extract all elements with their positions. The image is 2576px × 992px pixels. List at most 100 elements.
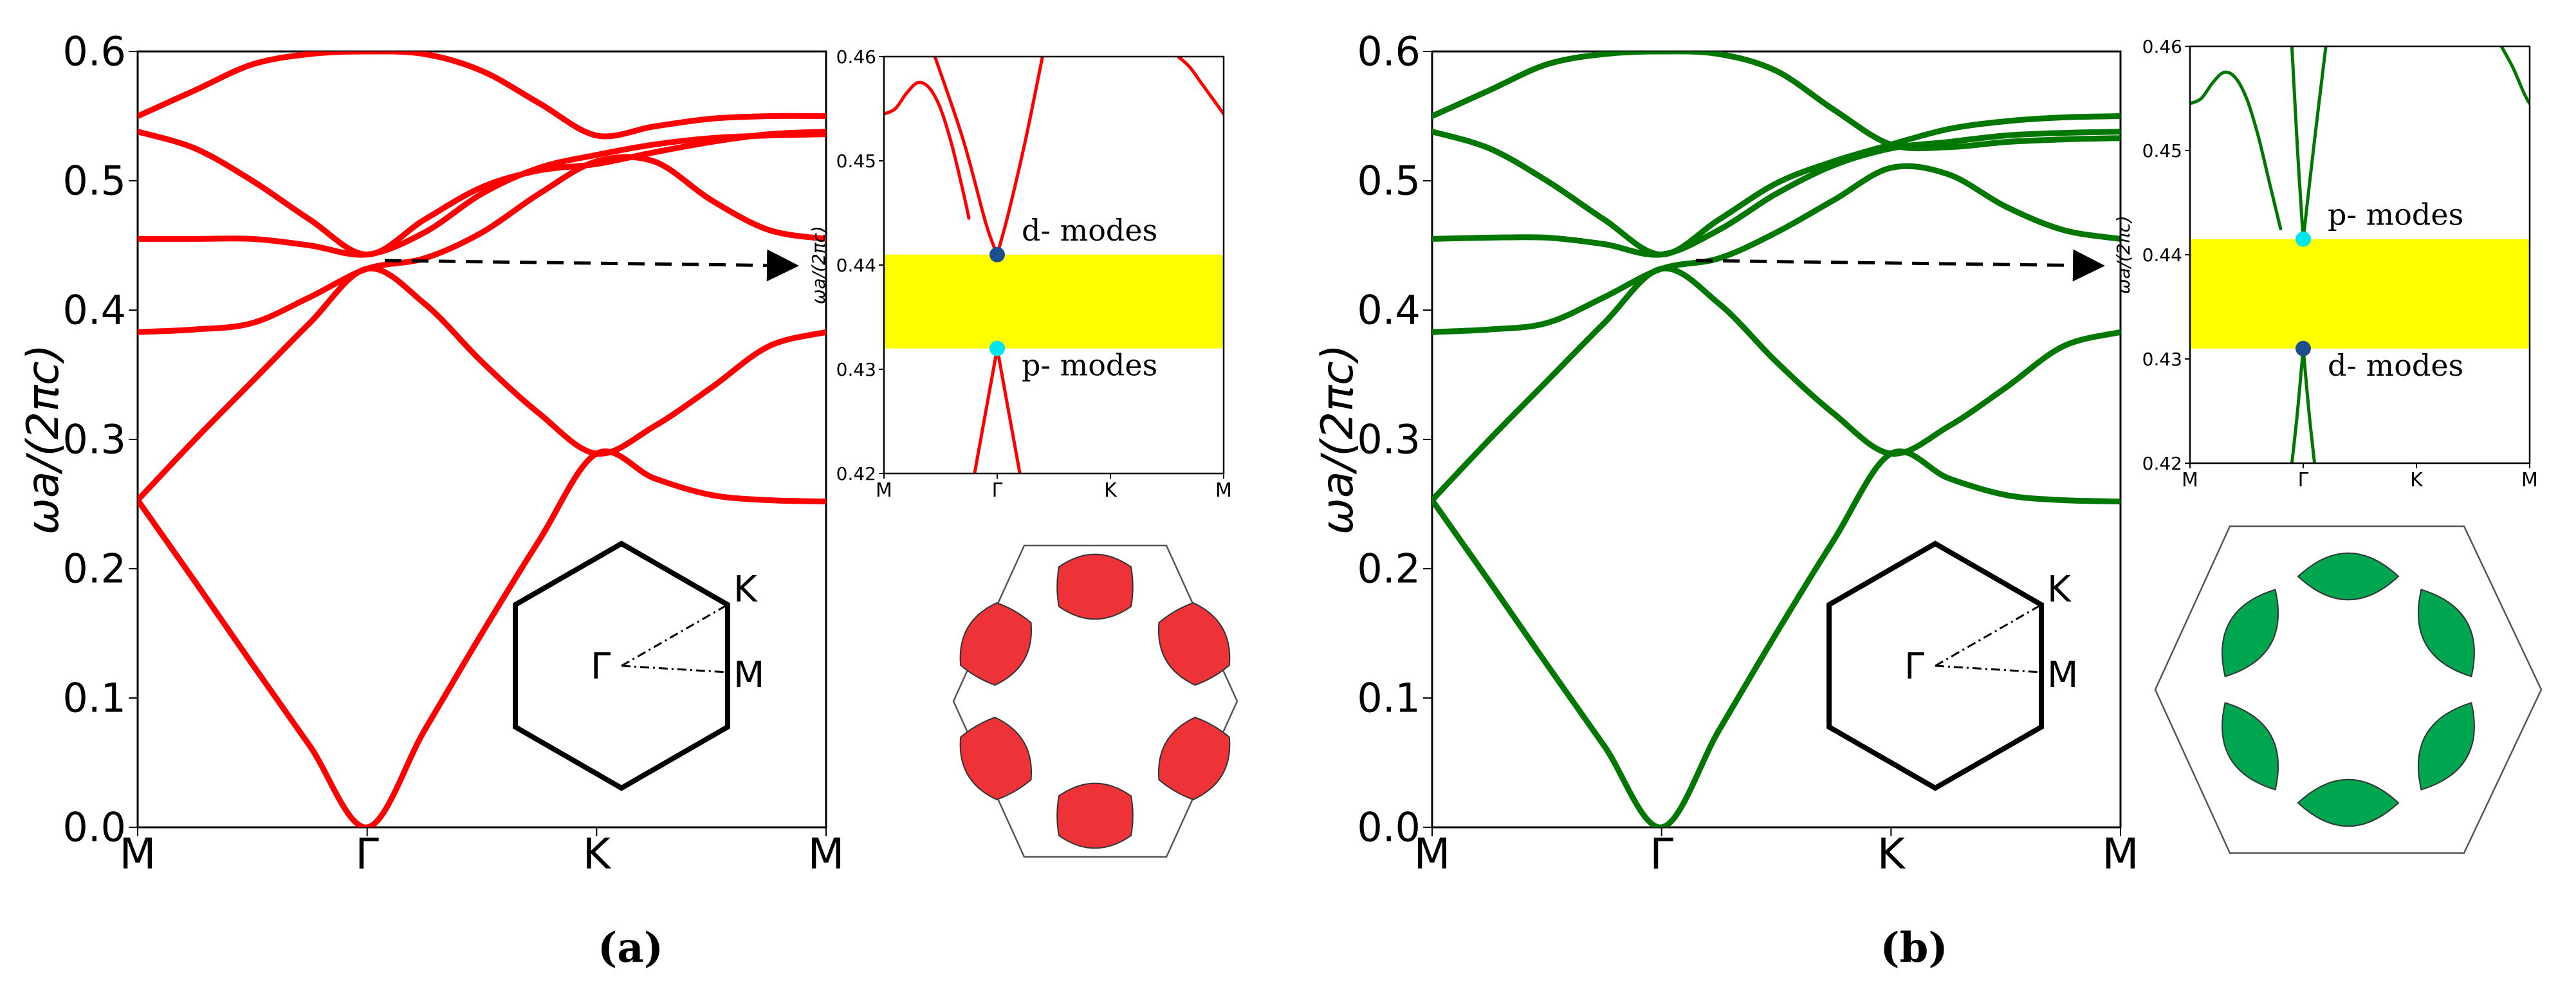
b-inset-series-6 <box>2499 46 2530 106</box>
b-inset-mode-point-2 <box>2295 340 2311 356</box>
a-inset-mode-point-1 <box>989 246 1005 262</box>
b-unit-cell-rods <box>2222 552 2475 827</box>
a-main-series-2 <box>138 265 826 503</box>
a-inset-y-tick-label: 0.42 <box>836 463 876 484</box>
panel-b: M Γ K M 0.0 0.1 0.2 0.3 0.4 0.5 0.6 ωa/(2πc) Γ K … <box>1312 28 2543 972</box>
a-bz-gamma-k-line <box>621 603 728 667</box>
b-inset-y-tick-label: 0.45 <box>2142 140 2182 161</box>
b-bz-gamma-m-line <box>1935 665 2042 674</box>
a-inset-series-1 <box>933 57 999 257</box>
b-main-series-4 <box>1432 129 2121 258</box>
a-main-series-5 <box>138 129 826 258</box>
b-main-x-tick-label: M <box>2102 829 2139 879</box>
a-unit-cell-rod <box>1157 717 1231 800</box>
a-inset-y-tick-label: 0.46 <box>836 46 876 68</box>
a-main-series-3 <box>138 154 826 335</box>
b-unit-cell-rod <box>2222 702 2279 791</box>
b-unit-cell-rod <box>2417 702 2475 791</box>
b-main-y-tick-label: 0.4 <box>1357 287 1421 334</box>
b-inset-y-tick-label: 0.43 <box>2142 349 2182 370</box>
a-main-y-tick-label: 0.2 <box>62 546 126 592</box>
b-inset-series-2 <box>2301 46 2328 241</box>
a-inset-bands <box>884 57 1224 473</box>
a-main-y-axis-label: ωa/(2πc) <box>18 344 69 535</box>
b-inset-gap-band <box>2190 239 2530 349</box>
a-inset-x-tick-label: K <box>1104 479 1118 502</box>
a-bz-gamma-label: Γ <box>591 646 611 688</box>
b-inset-series-5 <box>2190 70 2283 230</box>
a-unit-cell-rod <box>959 602 1033 686</box>
a-unit-cell <box>952 544 1238 858</box>
b-main-y-tick-label: 0.6 <box>1357 28 1421 75</box>
a-unit-cell-rod <box>1056 553 1134 620</box>
a-inset-series-5 <box>884 80 971 220</box>
b-main-chart: M Γ K M 0.0 0.1 0.2 0.3 0.4 0.5 0.6 ωa/(2πc) Γ K … <box>1312 28 2139 879</box>
b-inset-y-axis-label: ωa/(2πc) <box>2113 216 2134 294</box>
b-bz-gamma-k-line <box>1935 603 2042 667</box>
a-unit-cell-rods <box>959 553 1231 849</box>
a-inset-series-4 <box>995 347 1022 473</box>
b-inset-mode-label-2: d- modes <box>2328 348 2463 383</box>
a-inset-y-ticks: 0.42 0.43 0.44 0.45 0.46 <box>836 46 884 484</box>
a-inset-mode-points: d- modes p- modes <box>989 213 1157 383</box>
a-bz-k-label: K <box>733 569 758 611</box>
a-bz-diagram: Γ K M <box>513 540 764 791</box>
a-main-x-tick-label: M <box>808 829 845 879</box>
a-inset-x-tick-label: Γ <box>992 479 1003 502</box>
b-bz-k-label: K <box>2047 569 2072 611</box>
b-inset-x-tick-label: M <box>2182 469 2198 491</box>
b-inset-x-tick-label: Γ <box>2298 469 2309 491</box>
a-main-y-tick-label: 0.3 <box>62 416 126 463</box>
b-inset-mode-label-1: p- modes <box>2328 197 2463 232</box>
b-inset-series-3 <box>2290 347 2305 463</box>
b-unit-cell-rod <box>2417 589 2475 677</box>
b-unit-cell-hexagon <box>2154 525 2543 854</box>
b-main-x-tick-label: M <box>1414 829 1451 879</box>
panel-a: M Γ K M 0.0 0.1 0.2 0.3 0.4 0.5 0.6 ωa/(2πc) Γ K … <box>18 28 1238 972</box>
a-inset-y-tick-label: 0.45 <box>836 151 876 172</box>
a-unit-cell-rod <box>959 717 1033 800</box>
a-main-y-ticks: 0.0 0.1 0.2 0.3 0.4 0.5 0.6 <box>62 28 138 851</box>
a-inset-gap-band <box>884 254 1224 349</box>
b-main-series-1 <box>1432 448 2121 827</box>
b-inset-y-tick-label: 0.42 <box>2142 453 2182 474</box>
a-inset-y-tick-label: 0.44 <box>836 255 876 276</box>
b-inset-mode-points: p- modes d- modes <box>2295 197 2463 383</box>
b-main-bands <box>1432 51 2121 827</box>
b-main-x-tick-label: K <box>1877 829 1906 879</box>
a-inset-series-2 <box>995 57 1044 257</box>
b-unit-cell-rod <box>2297 552 2400 601</box>
b-inset-mode-point-1 <box>2295 231 2311 247</box>
a-zoom-arrow <box>384 249 799 282</box>
b-unit-cell-rod <box>2297 778 2400 827</box>
a-main-y-tick-label: 0.5 <box>62 158 126 205</box>
b-inset-y-tick-label: 0.46 <box>2142 36 2182 57</box>
b-main-y-tick-label: 0.1 <box>1357 675 1421 722</box>
a-inset-mode-label-1: d- modes <box>1022 213 1157 248</box>
b-bz-gamma-label: Γ <box>1904 646 1924 688</box>
panel-a-label: (a) <box>598 924 663 972</box>
b-main-series-6 <box>1432 51 2121 152</box>
b-main-y-tick-label: 0.3 <box>1357 416 1421 463</box>
a-main-plot-frame <box>136 50 827 829</box>
a-inset-series-3 <box>973 347 999 473</box>
a-inset-x-tick-label: M <box>876 479 892 502</box>
b-main-y-tick-label: 0.2 <box>1357 546 1421 592</box>
b-bz-hexagon <box>1826 540 2044 791</box>
b-main-y-ticks: 0.0 0.1 0.2 0.3 0.4 0.5 0.6 <box>1357 28 1432 851</box>
b-main-series-3 <box>1432 163 2121 335</box>
b-zoom-arrow <box>1695 249 2105 282</box>
a-main-y-tick-label: 0.0 <box>62 804 126 851</box>
b-main-plot-frame <box>1431 50 2122 829</box>
a-main-chart: M Γ K M 0.0 0.1 0.2 0.3 0.4 0.5 0.6 ωa/(2πc) Γ K … <box>18 28 844 879</box>
a-inset-y-tick-label: 0.43 <box>836 359 876 380</box>
a-main-y-tick-label: 0.6 <box>62 28 126 75</box>
a-inset-mode-label-2: p- modes <box>1022 348 1157 383</box>
b-inset-series-1 <box>2290 46 2305 241</box>
